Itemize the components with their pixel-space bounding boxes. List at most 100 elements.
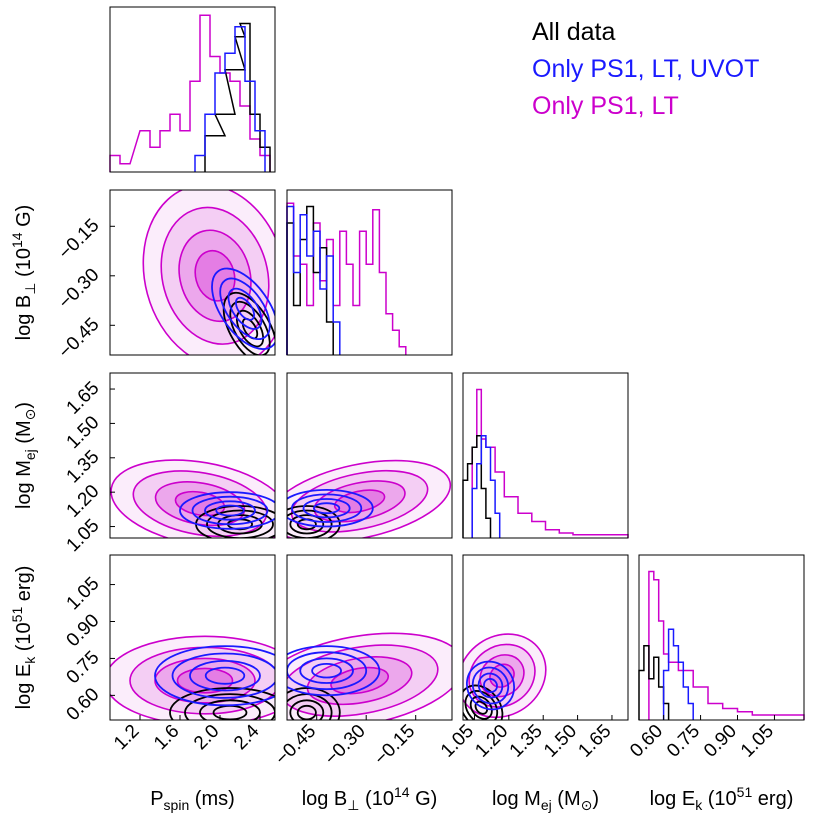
contour-ps1-lt-uvot xyxy=(299,657,354,684)
x-tick-label-b: −0.30 xyxy=(321,721,370,770)
panel-b-vs-p xyxy=(109,189,276,356)
contour-ps1-lt-uvot xyxy=(191,495,269,526)
contour-all-data xyxy=(206,509,274,538)
x-tick-label-e: 0.60 xyxy=(626,721,667,762)
contour-all-data xyxy=(289,699,325,720)
y-axis-title-b: log B⊥ (1014 G) xyxy=(9,205,38,341)
contour-all-data xyxy=(184,693,275,720)
contour-ps1-lt-uvot xyxy=(465,660,516,711)
contour-ps1-lt-uvot xyxy=(312,502,341,515)
contour-ps1-lt-uvot xyxy=(471,666,510,705)
x-tick-label-m: 1.20 xyxy=(471,721,512,762)
x-axis-title-b: log B⊥ (1014 G) xyxy=(302,784,438,813)
contour-ps1-lt-uvot xyxy=(235,296,255,321)
hist-step-all-data xyxy=(462,434,492,538)
panel-frame xyxy=(286,189,453,356)
y-tick-label-e: 0.90 xyxy=(63,610,104,651)
x-tick-label-e: 1.05 xyxy=(737,721,778,762)
y-tick-label-m: 1.50 xyxy=(63,412,104,453)
y-tick-label-e: 1.05 xyxy=(63,573,104,614)
y-axis-title-e: log Ek (1051 erg) xyxy=(9,566,38,710)
contour-ps1-lt-uvot xyxy=(219,277,271,340)
y-axis-title-m: log Mej (M⊙) xyxy=(13,402,38,509)
contour-ps1-lt-uvot xyxy=(302,498,351,519)
contour-all-data xyxy=(474,700,489,715)
y-tick-label-m: 1.35 xyxy=(63,446,104,487)
contour-ps1-lt-uvot xyxy=(290,493,363,523)
y-tick-label-b: −0.45 xyxy=(55,314,104,363)
contour-ps1-lt-uvot xyxy=(204,666,246,685)
panel-frame xyxy=(109,189,276,356)
contour-ps1-lt-uvot xyxy=(477,672,504,699)
contour-ps1-lt xyxy=(176,667,234,694)
contour-ps1-lt-uvot xyxy=(189,660,261,692)
histogram-p xyxy=(109,6,276,173)
x-tick-label-p: 1.2 xyxy=(110,721,144,755)
histogram-m xyxy=(462,372,629,539)
hist-step-ps1-lt xyxy=(471,388,629,538)
contour-ps1-lt-uvot xyxy=(154,645,275,707)
x-tick-label-p: 2.4 xyxy=(230,720,264,754)
contour-all-data xyxy=(199,699,261,720)
histogram-e xyxy=(638,554,805,721)
contour-all-data xyxy=(235,309,265,348)
contour-ps1-lt-uvot xyxy=(215,504,245,517)
contour-all-data xyxy=(222,291,275,355)
contour-ps1-lt-uvot xyxy=(227,287,263,330)
contour-ps1-lt xyxy=(110,459,275,538)
panel-frame xyxy=(462,554,629,721)
x-tick-label-p: 1.6 xyxy=(150,721,184,755)
panel-frame xyxy=(462,372,629,539)
hist-step-ps1-lt-uvot xyxy=(662,628,694,720)
y-tick-label-b: −0.15 xyxy=(55,215,104,264)
y-tick-label-m: 1.65 xyxy=(63,378,104,419)
legend-entry-ps1-lt: Only PS1, LT xyxy=(532,92,679,120)
y-tick-label-m: 1.05 xyxy=(63,515,104,556)
hist-step-ps1-lt xyxy=(109,14,271,172)
panel-frame xyxy=(286,554,453,721)
contour-all-data xyxy=(287,509,333,538)
panel-e-vs-m xyxy=(462,554,629,721)
contour-all-data xyxy=(296,704,317,720)
contour-ps1-lt-uvot xyxy=(287,651,368,691)
x-tick-label-e: 0.75 xyxy=(663,721,704,762)
histogram-b xyxy=(286,189,453,356)
x-tick-label-e: 0.90 xyxy=(700,721,741,762)
x-tick-label-m: 1.05 xyxy=(437,721,478,762)
x-tick-label-b: −0.45 xyxy=(271,721,320,770)
y-tick-label-m: 1.20 xyxy=(63,481,104,522)
panel-m-vs-p xyxy=(109,372,276,539)
legend: All data Only PS1, LT, UVOT Only PS1, LT xyxy=(532,14,759,125)
contour-ps1-lt-uvot xyxy=(204,500,256,521)
contour-all-data xyxy=(287,505,341,538)
panel-frame xyxy=(109,6,276,173)
x-tick-label-m: 1.50 xyxy=(540,721,581,762)
legend-entry-ps1-lt-uvot: Only PS1, LT, UVOT xyxy=(532,55,760,83)
x-axis-title-m: log Mej (M⊙) xyxy=(492,788,599,813)
contour-ps1-lt-uvot xyxy=(171,652,275,699)
panel-frame xyxy=(109,372,276,539)
hist-step-ps1-lt xyxy=(286,202,407,355)
contour-ps1-lt-uvot xyxy=(179,491,275,530)
x-tick-label-m: 1.35 xyxy=(506,721,547,762)
contour-all-data xyxy=(287,687,341,720)
contour-all-data xyxy=(469,695,493,720)
panel-m-vs-b xyxy=(286,372,453,539)
panel-frame xyxy=(638,554,805,721)
x-tick-label-p: 2.0 xyxy=(190,721,224,755)
contour-ps1-lt-uvot xyxy=(287,645,381,697)
x-axis-title-p: Pspin (ms) xyxy=(150,788,235,813)
panel-frame xyxy=(286,372,453,539)
y-tick-label-e: 0.60 xyxy=(63,684,104,725)
contour-ps1-lt-uvot xyxy=(311,663,343,679)
x-axis-title-e: log Ek (1051 erg) xyxy=(650,784,794,813)
hist-step-ps1-lt-uvot xyxy=(194,26,266,172)
y-tick-label-e: 0.75 xyxy=(63,647,104,688)
x-tick-label-m: 1.65 xyxy=(574,721,615,762)
legend-entry-all-data: All data xyxy=(532,18,616,46)
contour-ps1-lt-uvot xyxy=(211,267,275,350)
panel-frame xyxy=(109,554,276,721)
x-tick-label-b: −0.15 xyxy=(370,721,419,770)
hist-step-ps1-lt xyxy=(648,570,805,720)
